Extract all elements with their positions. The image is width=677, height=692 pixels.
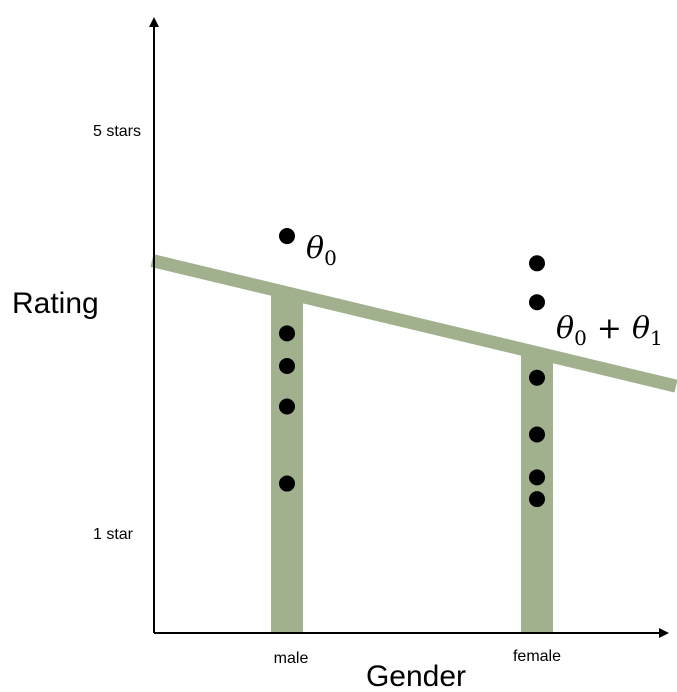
data-point-male-2 (279, 358, 295, 375)
data-point-female-8 (529, 426, 545, 443)
y-tick-label-bottom: 1 star (93, 526, 134, 543)
theta0-plus-theta1-label: θ0 + θ1 (556, 311, 663, 350)
theta0-label: θ0 (306, 231, 337, 270)
theta0-symbol-2: θ (556, 311, 574, 346)
data-point-male-4 (279, 475, 295, 492)
residual-bar-male (271, 292, 303, 633)
plus-sign: + (597, 311, 622, 346)
y-axis-title: Rating (12, 287, 99, 320)
data-point-female-5 (529, 255, 545, 272)
theta0-symbol: θ (306, 231, 324, 266)
data-point-female-9 (529, 469, 545, 486)
data-point-female-10 (529, 491, 545, 508)
theta1-symbol: θ (632, 311, 650, 346)
x-tick-label-female: female (513, 648, 561, 665)
y-tick-label-top: 5 stars (93, 123, 141, 140)
x-tick-label-male: male (274, 650, 309, 667)
x-axis-title: Gender (366, 660, 466, 692)
theta0-subscript-2: 0 (574, 326, 587, 350)
theta1-subscript: 1 (650, 326, 663, 350)
data-point-male-1 (279, 325, 295, 342)
data-point-male-0 (279, 228, 295, 245)
regression-line (150, 254, 677, 393)
data-point-male-3 (279, 398, 295, 415)
data-point-female-6 (529, 294, 545, 311)
data-point-female-7 (529, 369, 545, 386)
theta0-subscript: 0 (324, 246, 337, 270)
